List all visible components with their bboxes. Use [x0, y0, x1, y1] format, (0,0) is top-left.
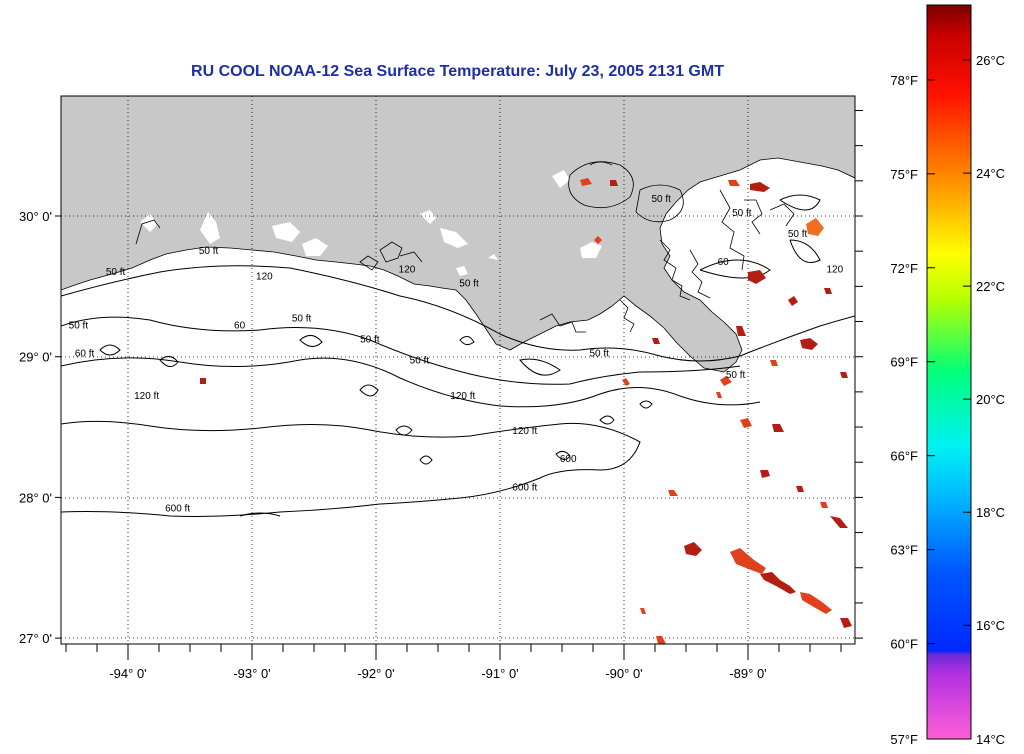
contour-label: 50 ft	[292, 314, 312, 325]
contour-label: 120 ft	[450, 391, 475, 402]
contour-label: 50 ft	[360, 335, 380, 346]
contour-label: 60	[718, 257, 730, 268]
colorbar-f-label: 66°F	[890, 449, 918, 464]
colorbar	[926, 4, 972, 740]
colorbar-c-label: 18°C	[976, 505, 1005, 520]
lon-tick-label: -92° 0'	[357, 666, 394, 681]
colorbar-f-label: 72°F	[890, 261, 918, 276]
colorbar-fahrenheit-labels: 78°F 75°F 72°F 69°F 66°F 63°F 60°F 57°F	[890, 73, 935, 747]
graticule	[61, 96, 855, 644]
contour-label: 120	[826, 264, 843, 275]
contour-label: 120 ft	[134, 391, 159, 402]
colorbar-f-label: 60°F	[890, 637, 918, 652]
colorbar-f-label: 69°F	[890, 355, 918, 370]
colorbar-c-label: 24°C	[976, 166, 1005, 181]
map-title: RU COOL NOAA-12 Sea Surface Temperature:…	[191, 63, 724, 80]
colorbar-c-label: 14°C	[976, 732, 1005, 747]
contour-label: 60	[234, 321, 246, 332]
contour-label: 50 ft	[410, 356, 430, 367]
lon-tick-label: -94° 0'	[109, 666, 146, 681]
plot-frame	[60, 95, 856, 645]
contour-label: 600 ft	[512, 482, 537, 493]
lat-tick-label: 30° 0'	[19, 209, 52, 224]
contour-label: 50 ft	[106, 267, 126, 278]
colorbar-f-label: 78°F	[890, 73, 918, 88]
contour-label: 600 ft	[165, 503, 190, 514]
colorbar-c-label: 16°C	[976, 618, 1005, 633]
contour-label: 50 ft	[651, 194, 671, 205]
lat-tick-label: 27° 0'	[19, 631, 52, 646]
contour-label: 120 ft	[512, 426, 537, 437]
contour-label: 600	[560, 454, 577, 465]
colorbar-c-label: 22°C	[976, 279, 1005, 294]
colorbar-celsius-labels: 26°C 24°C 22°C 20°C 18°C 16°C 14°C	[963, 53, 1005, 747]
contour-label: 50 ft	[199, 246, 219, 257]
contour-label: 50 ft	[589, 349, 609, 360]
latitude-axis: 30° 0' 29° 0' 28° 0' 27° 0'	[19, 209, 61, 646]
lat-tick-label: 29° 0'	[19, 350, 52, 365]
sst-pixels	[200, 178, 852, 644]
lon-tick-label: -91° 0'	[481, 666, 518, 681]
minor-ticks	[65, 109, 863, 652]
contour-labels: 50 ft 50 ft 120 50 ft 50 ft 50 ft 60 ft 60 120 f…	[69, 194, 844, 515]
longitude-axis: -94° 0' -93° 0' -92° 0' -91° 0' -90° 0' -89° …	[109, 644, 767, 681]
colorbar-f-label: 75°F	[890, 167, 918, 182]
contour-label: 120	[399, 264, 416, 275]
contour-label: 50 ft	[726, 370, 746, 381]
contour-label: 50 ft	[788, 229, 808, 240]
colorbar-c-label: 26°C	[976, 53, 1005, 68]
colorbar-c-label: 20°C	[976, 392, 1005, 407]
contour-label: 50 ft	[732, 208, 752, 219]
lon-tick-label: -89° 0'	[729, 666, 766, 681]
colorbar-f-label: 57°F	[890, 732, 918, 747]
lat-tick-label: 28° 0'	[19, 490, 52, 505]
lon-tick-label: -93° 0'	[233, 666, 270, 681]
inland-lakes	[140, 170, 812, 276]
contour-label: 50 ft	[459, 278, 479, 289]
coastline-detail	[135, 161, 795, 333]
contour-label: 60 ft	[75, 349, 95, 360]
colorbar-f-label: 63°F	[890, 543, 918, 558]
contour-label: 50 ft	[69, 321, 89, 332]
bathymetry-contours	[61, 194, 855, 517]
contour-label: 120	[256, 271, 273, 282]
lon-tick-label: -90° 0'	[605, 666, 642, 681]
